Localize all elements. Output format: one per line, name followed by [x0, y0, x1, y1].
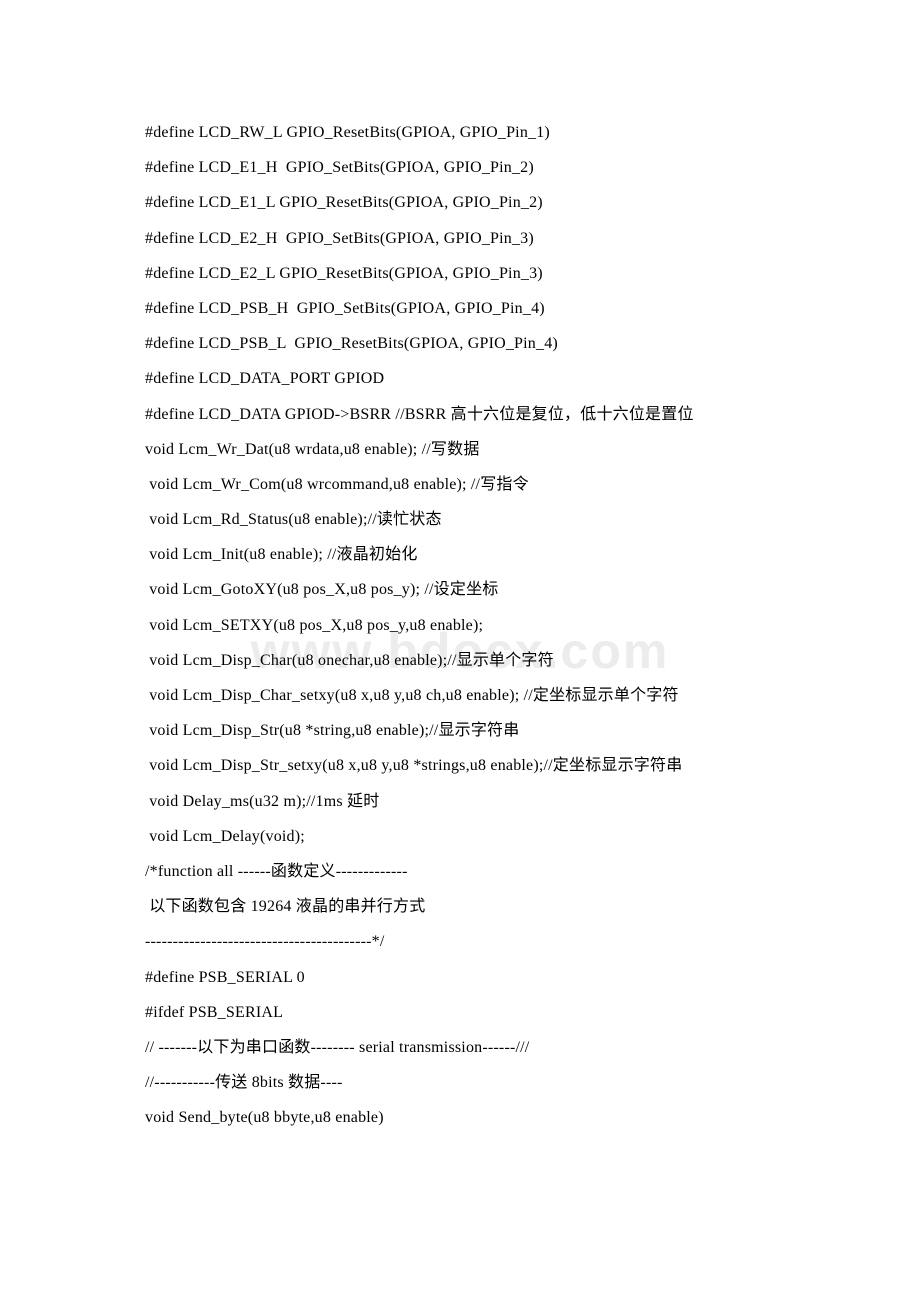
code-line: #define LCD_RW_L GPIO_ResetBits(GPIOA, G… [145, 115, 775, 150]
code-line: #define LCD_E2_L GPIO_ResetBits(GPIOA, G… [145, 256, 775, 291]
code-line: void Lcm_Disp_Char_setxy(u8 x,u8 y,u8 ch… [145, 678, 775, 713]
code-line: void Lcm_Rd_Status(u8 enable);//读忙状态 [145, 502, 775, 537]
code-line: #define LCD_DATA GPIOD->BSRR //BSRR 高十六位… [145, 397, 775, 432]
code-line: void Lcm_Init(u8 enable); //液晶初始化 [145, 537, 775, 572]
code-line: void Send_byte(u8 bbyte,u8 enable) [145, 1100, 775, 1135]
code-line: ----------------------------------------… [145, 924, 775, 959]
code-line: void Lcm_Disp_Str(u8 *string,u8 enable);… [145, 713, 775, 748]
code-line: #define LCD_DATA_PORT GPIOD [145, 361, 775, 396]
code-line: void Lcm_Delay(void); [145, 819, 775, 854]
code-line: void Lcm_Disp_Str_setxy(u8 x,u8 y,u8 *st… [145, 748, 775, 783]
code-line: // -------以下为串口函数-------- serial transmi… [145, 1030, 775, 1065]
code-line: #define LCD_E1_L GPIO_ResetBits(GPIOA, G… [145, 185, 775, 220]
code-line: #ifdef PSB_SERIAL [145, 995, 775, 1030]
code-line: void Lcm_Wr_Com(u8 wrcommand,u8 enable);… [145, 467, 775, 502]
code-document-body: #define LCD_RW_L GPIO_ResetBits(GPIOA, G… [145, 115, 775, 1135]
code-line: #define LCD_E1_H GPIO_SetBits(GPIOA, GPI… [145, 150, 775, 185]
code-line: 以下函数包含 19264 液晶的串并行方式 [145, 889, 775, 924]
code-line: void Lcm_GotoXY(u8 pos_X,u8 pos_y); //设定… [145, 572, 775, 607]
code-line: /*function all ------函数定义------------- [145, 854, 775, 889]
code-line: void Lcm_SETXY(u8 pos_X,u8 pos_y,u8 enab… [145, 608, 775, 643]
code-line: void Lcm_Wr_Dat(u8 wrdata,u8 enable); //… [145, 432, 775, 467]
code-line: #define LCD_PSB_L GPIO_ResetBits(GPIOA, … [145, 326, 775, 361]
code-line: void Delay_ms(u32 m);//1ms 延时 [145, 784, 775, 819]
code-line: //-----------传送 8bits 数据---- [145, 1065, 775, 1100]
code-line: #define PSB_SERIAL 0 [145, 960, 775, 995]
code-line: void Lcm_Disp_Char(u8 onechar,u8 enable)… [145, 643, 775, 678]
code-line: #define LCD_PSB_H GPIO_SetBits(GPIOA, GP… [145, 291, 775, 326]
code-line: #define LCD_E2_H GPIO_SetBits(GPIOA, GPI… [145, 221, 775, 256]
